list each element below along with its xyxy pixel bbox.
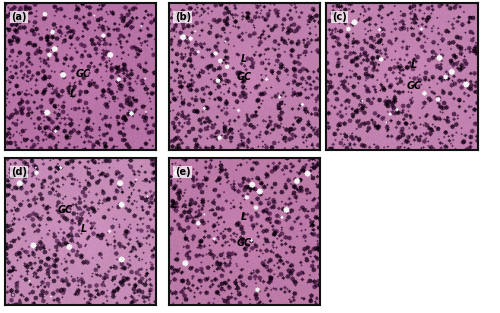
Text: L: L [411,60,417,70]
Text: GC: GC [237,239,252,249]
Text: (d): (d) [11,167,27,177]
Text: GC: GC [406,80,422,90]
Text: (a): (a) [11,12,26,22]
Text: GC: GC [76,69,91,79]
Text: (e): (e) [175,167,190,177]
Text: L: L [241,212,248,222]
Text: (b): (b) [175,12,191,22]
Text: (c): (c) [332,12,347,22]
Text: L: L [80,224,87,234]
Text: GC: GC [237,72,252,82]
Text: L: L [70,89,76,99]
Text: GC: GC [58,205,73,214]
Text: L: L [241,54,248,64]
